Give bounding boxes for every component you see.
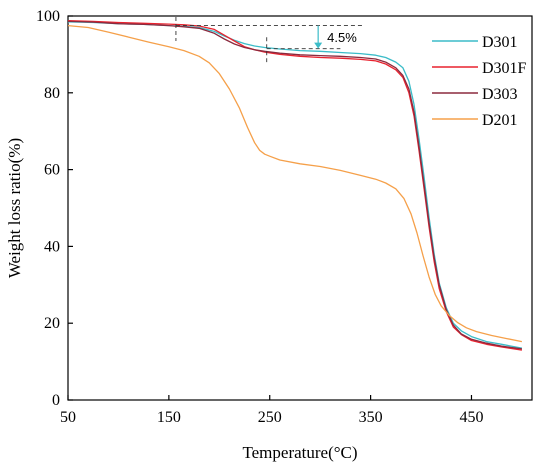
legend: D301 D301F D303 D201 — [432, 34, 527, 129]
x-axis-title: Temperature(°C) — [242, 443, 357, 462]
y-tick-label: 80 — [44, 85, 60, 102]
annotation-arrowhead — [314, 42, 323, 49]
legend-label-d201: D201 — [482, 112, 518, 129]
legend-label-d303: D303 — [482, 86, 518, 103]
weight-loss-annotation: 4.5% — [175, 17, 365, 63]
y-tick-label: 60 — [44, 162, 60, 179]
x-tick-label: 450 — [459, 409, 483, 426]
series-line-d301 — [67, 21, 523, 349]
x-tick-labels: 50 150 250 350 450 — [60, 409, 483, 426]
y-tick-labels: 0 20 40 60 80 100 — [36, 8, 60, 409]
series-lines — [67, 19, 523, 351]
series-line-d201 — [67, 24, 523, 343]
x-tick-label: 350 — [359, 409, 383, 426]
x-tick-label: 50 — [60, 409, 76, 426]
y-axis-title: Weight loss ratio(%) — [5, 138, 24, 278]
series-line-d301f — [67, 19, 522, 351]
x-tick-label: 150 — [157, 409, 181, 426]
legend-label-d301: D301 — [482, 34, 518, 51]
annotation-label: 4.5% — [327, 30, 357, 45]
y-tick-label: 20 — [44, 315, 60, 332]
series-line-d303 — [67, 20, 522, 350]
legend-label-d301f: D301F — [482, 60, 527, 77]
plot-frame — [67, 15, 533, 401]
x-tick-label: 250 — [258, 409, 282, 426]
y-tick-label: 100 — [36, 8, 60, 25]
y-tick-label: 40 — [44, 238, 60, 255]
tick-marks — [67, 15, 473, 401]
y-tick-label: 0 — [52, 392, 60, 409]
